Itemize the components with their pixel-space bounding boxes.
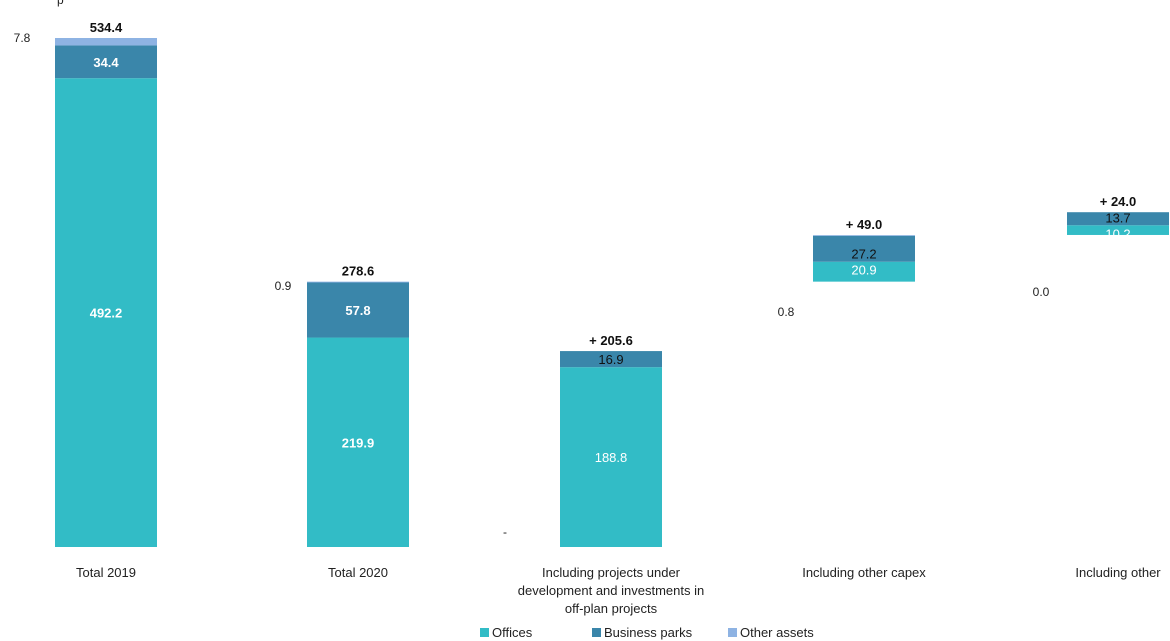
value-label-business-parks-1: 34.4: [93, 55, 119, 70]
category-label-3-line-1: Including projects under: [542, 565, 681, 580]
category-label-1: Total 2019: [76, 565, 136, 580]
bar-offices-1: [55, 78, 157, 547]
value-label-other-assets-1: 7.8: [14, 31, 31, 45]
legend-label-offices: Offices: [492, 625, 533, 640]
value-label-business-parks-4: 27.2: [851, 247, 876, 262]
category-label-4: Including other capex: [802, 565, 926, 580]
total-label-2: 278.6: [342, 264, 375, 279]
value-label-offices-4: 20.9: [851, 263, 876, 278]
legend-label-other-assets: Other assets: [740, 625, 814, 640]
bar-business-parks-3: [560, 351, 662, 368]
value-label-other-assets-2: 0.9: [275, 279, 292, 293]
value-label-other-assets-4: 0.8: [778, 305, 795, 319]
legend-swatch-offices: [480, 628, 489, 637]
legend: Offices Business parks Other assets: [480, 625, 814, 640]
category-label-3-line-3: off-plan projects: [565, 601, 658, 616]
value-label-offices-2: 219.9: [342, 435, 375, 450]
value-label-offices-1: 492.2: [90, 306, 123, 321]
category-label-2: Total 2020: [328, 565, 388, 580]
legend-swatch-other-assets: [728, 628, 737, 637]
category-label-5: Including other: [1075, 565, 1161, 580]
value-label-business-parks-5: 13.7: [1105, 210, 1130, 225]
bars: [55, 38, 1169, 547]
value-label-business-parks-2: 57.8: [345, 303, 370, 318]
bar-business-parks-1: [55, 45, 157, 79]
bar-other-assets-1: [55, 38, 157, 46]
bar-business-parks-2: [307, 282, 409, 338]
bar-offices-2: [307, 337, 409, 547]
title-fragment: p: [57, 0, 64, 7]
total-label-3: + 205.6: [589, 333, 633, 348]
bar-business-parks-5: [1067, 212, 1169, 226]
bar-labels: 492.2 34.4 7.8 534.4 219.9 57.8 0.9 278.6 188.8 1…: [14, 20, 1137, 539]
bar-offices-3: [560, 367, 662, 547]
category-labels: Total 2019 Total 2020 Including projects u…: [76, 565, 1161, 616]
value-label-offices-5: 10.2: [1105, 226, 1130, 241]
value-label-business-parks-3: 16.9: [598, 352, 623, 367]
value-label-offices-3: 188.8: [595, 450, 628, 465]
bar-business-parks-4: [813, 235, 915, 262]
value-label-other-assets-3: -: [503, 525, 507, 539]
value-label-other-assets-5: 0.0: [1033, 285, 1050, 299]
bar-offices-4: [813, 261, 915, 282]
total-label-1: 534.4: [90, 20, 123, 35]
category-label-3-line-2: development and investments in: [518, 583, 704, 598]
total-label-5: + 24.0: [1100, 194, 1137, 209]
bar-other-assets-2: [307, 281, 409, 283]
legend-swatch-business-parks: [592, 628, 601, 637]
bar-offices-5: [1067, 225, 1169, 235]
bar-other-assets-4: [813, 235, 915, 236]
legend-label-business-parks: Business parks: [604, 625, 693, 640]
total-label-4: + 49.0: [846, 217, 883, 232]
